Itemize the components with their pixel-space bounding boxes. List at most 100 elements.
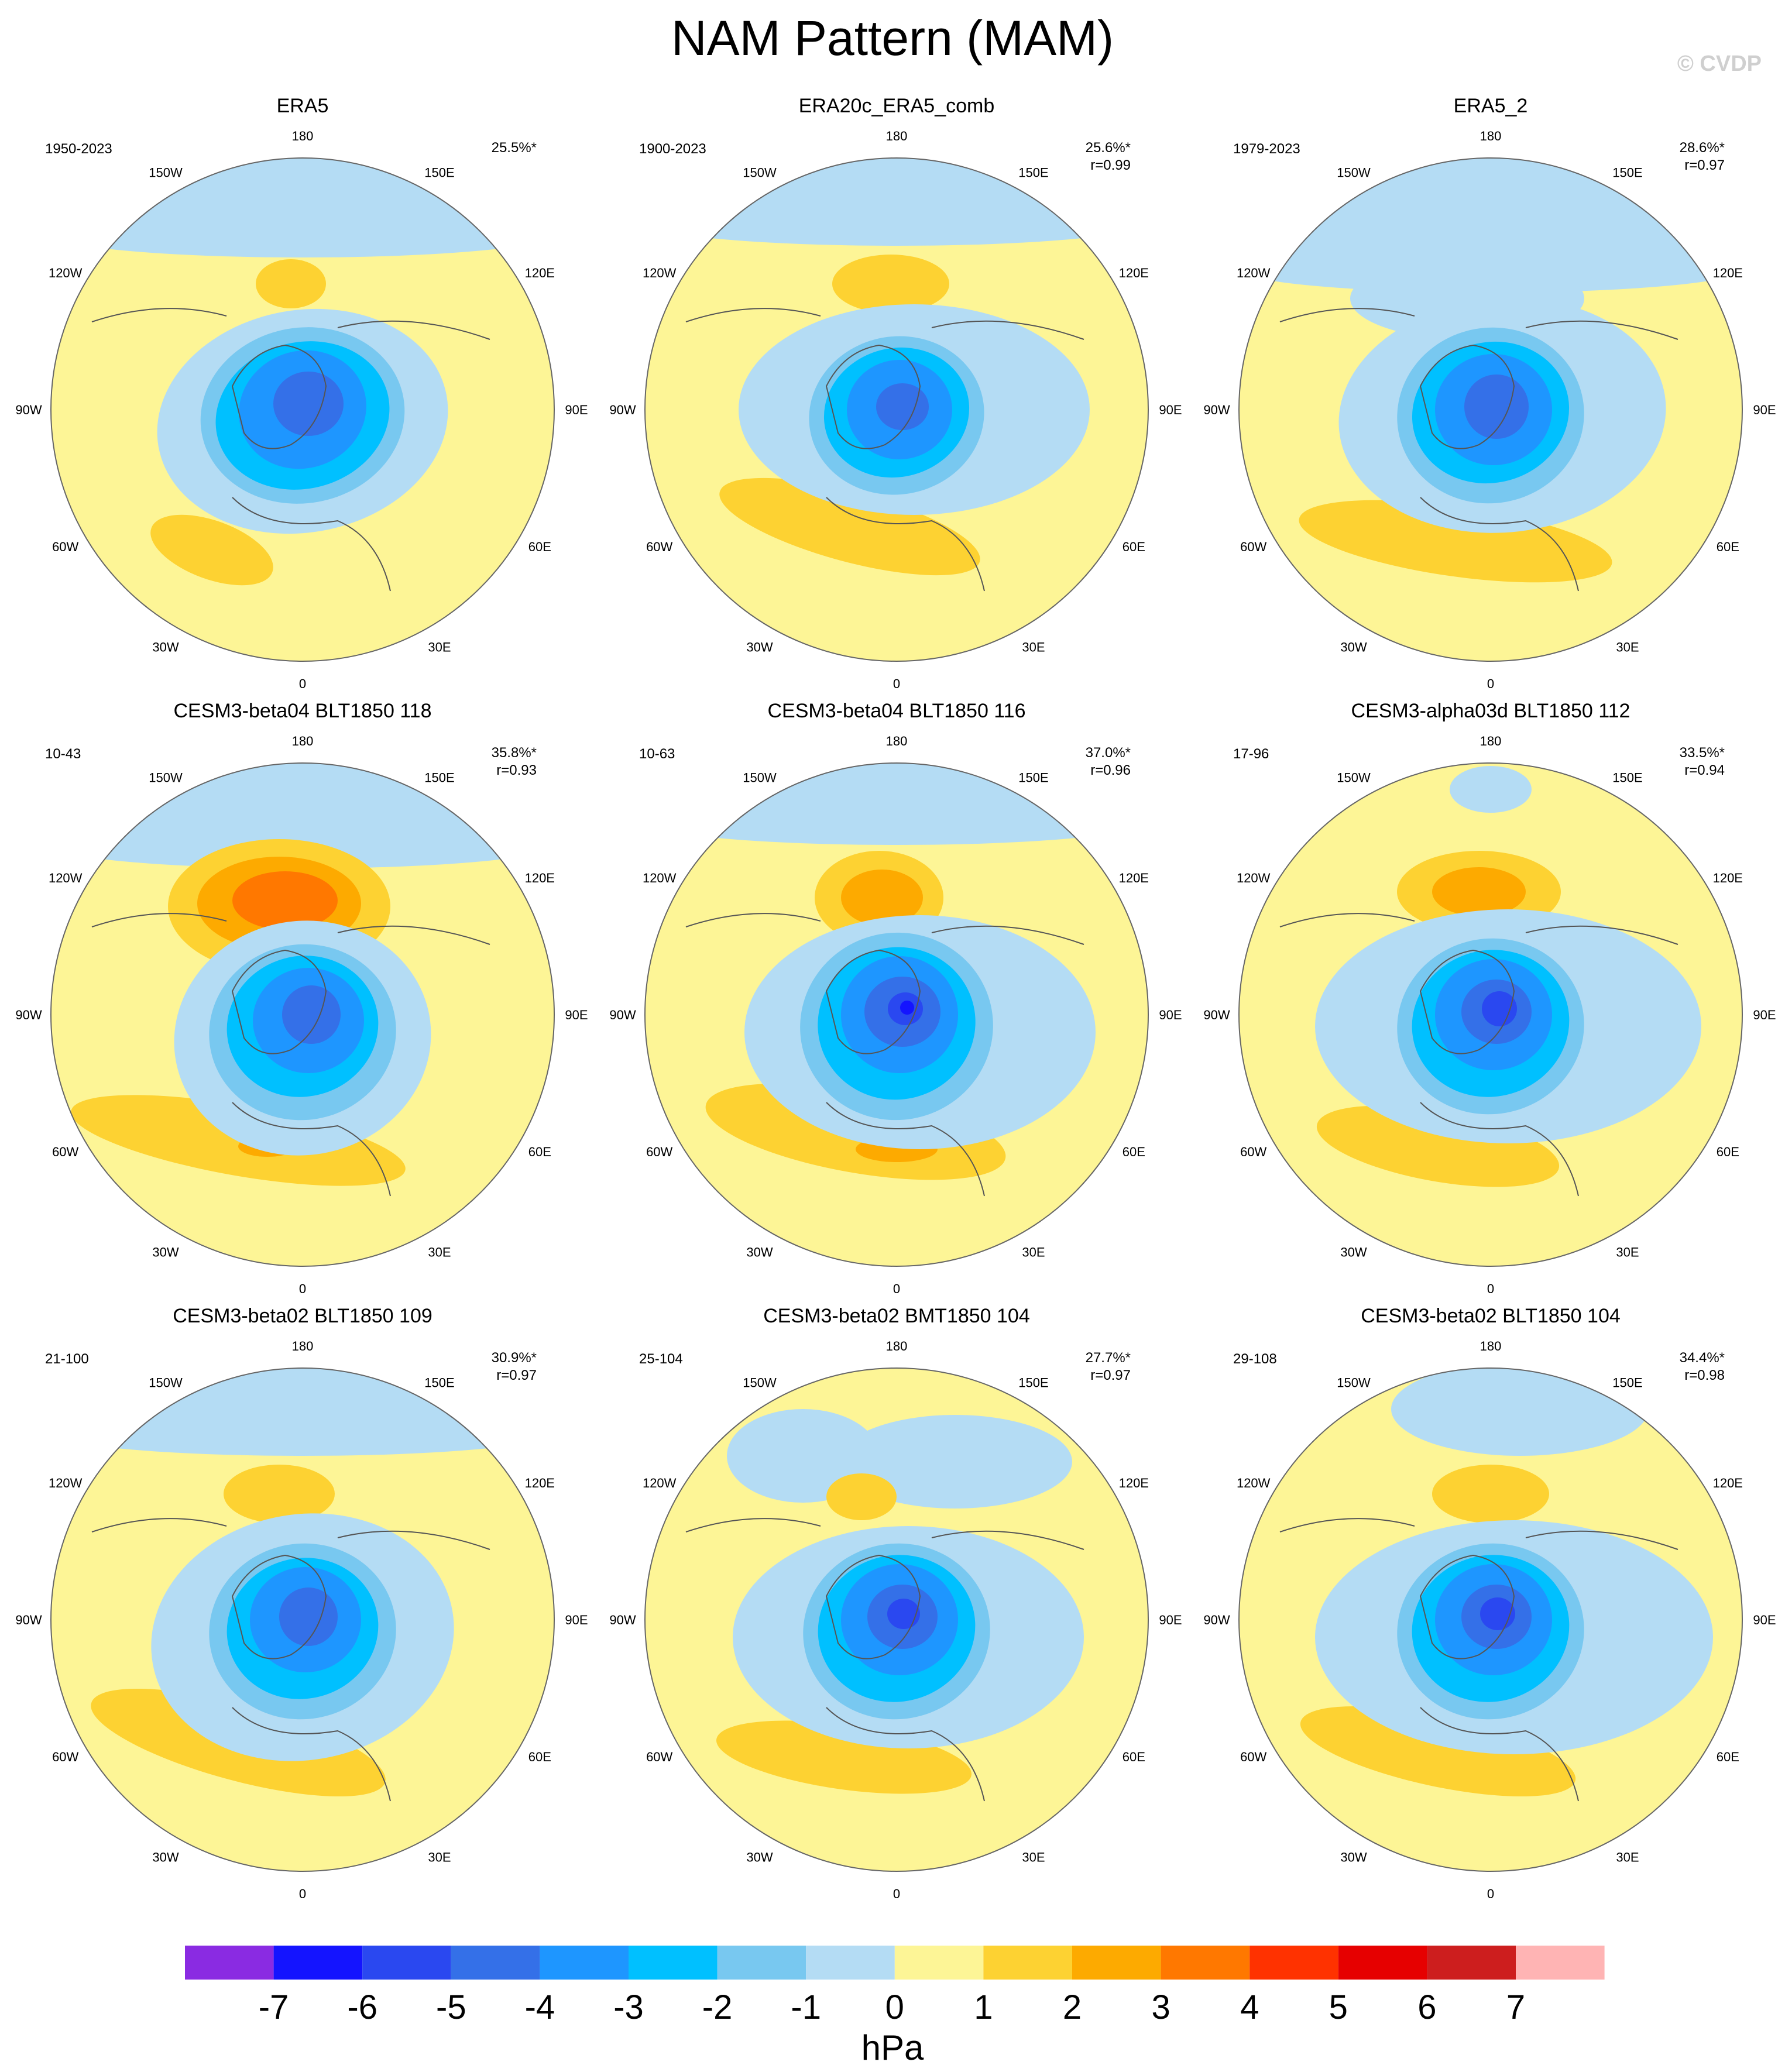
colorbar-box: [1338, 1946, 1427, 1980]
panel-correlation: r=0.97: [496, 1367, 537, 1383]
contour-region: [51, 211, 554, 257]
contour-region: [1391, 1368, 1649, 1456]
colorbar-box: [362, 1946, 451, 1980]
panel-pct-explained: 35.8%*: [492, 745, 537, 761]
contour-region: [1480, 1597, 1515, 1630]
lon-label: 60W: [1240, 1145, 1266, 1159]
contour-region: [1482, 991, 1517, 1026]
coastline: [1419, 949, 1515, 1054]
lon-label: 60W: [646, 1750, 672, 1764]
colorbar-tick-label: 3: [1151, 1988, 1170, 2026]
map-border: [50, 762, 555, 1267]
lon-label: 60E: [1123, 540, 1145, 554]
watermark: © CVDP: [1677, 51, 1762, 76]
coastline: [1279, 1518, 1678, 1802]
colorbar-box: [629, 1946, 718, 1980]
panel-correlation: r=0.99: [1090, 157, 1131, 173]
lon-label: 120W: [1237, 871, 1271, 885]
lon-label: 60E: [528, 540, 551, 554]
map-panel: 180 150E 120E 90E 60E 30E 0 30W 60W 90W 120W 150W ER…: [15, 95, 588, 691]
coastline: [91, 913, 490, 1197]
coastline: [1419, 1554, 1515, 1659]
panel-title: CESM3-beta02 BLT1850 104: [1361, 1305, 1621, 1327]
contour-region: [279, 1587, 338, 1646]
lon-label: 0: [1487, 676, 1494, 691]
contour-region: [51, 1409, 554, 1456]
lon-label: 30W: [746, 640, 773, 654]
maps-grid: 180 150E 120E 90E 60E 30E 0 30W 60W 90W 120W 150W ER…: [15, 95, 1776, 1901]
lon-label: 90E: [565, 1613, 588, 1627]
panel-period: 25-104: [639, 1351, 683, 1367]
panel-title: CESM3-beta02 BLT1850 109: [173, 1305, 432, 1327]
lon-label: 150E: [1018, 166, 1048, 180]
lon-label: 150E: [1612, 1376, 1642, 1390]
lon-label: 120W: [643, 266, 677, 280]
colorbar-box: [717, 1946, 806, 1980]
lon-label: 90E: [1159, 1613, 1182, 1627]
lon-label: 0: [299, 1281, 306, 1296]
colorbar-box: [540, 1946, 629, 1980]
lon-label: 30E: [428, 640, 451, 654]
lon-label: 120W: [1237, 1476, 1271, 1490]
panel-period: 10-63: [639, 746, 675, 762]
contour-region: [1432, 867, 1526, 916]
lon-label: 120E: [1119, 266, 1149, 280]
lon-label: 150E: [1612, 771, 1642, 785]
lon-label: 30E: [1022, 1245, 1045, 1259]
lon-label: 150E: [424, 1376, 454, 1390]
panel-pct-explained: 33.5%*: [1680, 745, 1725, 761]
colorbar-tick-label: 0: [885, 1988, 904, 2026]
map-border: [1238, 157, 1743, 662]
units-label: hPa: [861, 2028, 924, 2067]
lon-label: 0: [893, 676, 900, 691]
contour-region: [887, 1599, 920, 1629]
lon-label: 90W: [15, 1613, 42, 1627]
contour-region: [256, 259, 326, 308]
colorbar-box: [806, 1946, 895, 1980]
colorbar-box: [894, 1946, 984, 1980]
lon-label: 60E: [1717, 1750, 1739, 1764]
panel-title: ERA5: [277, 95, 329, 117]
lon-label: 180: [1480, 734, 1502, 748]
lon-label: 150E: [424, 771, 454, 785]
coastline: [231, 949, 327, 1054]
lon-label: 0: [299, 676, 306, 691]
lon-label: 60E: [1717, 540, 1739, 554]
panel-title: ERA20c_ERA5_comb: [799, 95, 995, 117]
lon-label: 90W: [15, 1008, 42, 1022]
lon-label: 120W: [49, 871, 83, 885]
coastline: [1419, 344, 1515, 449]
lon-label: 90E: [1753, 403, 1776, 417]
lon-label: 150E: [1018, 1376, 1048, 1390]
lon-label: 150W: [149, 771, 183, 785]
contour-field: [645, 763, 1148, 1266]
panel-correlation: r=0.98: [1684, 1367, 1725, 1383]
contour-field: [51, 1368, 554, 1871]
panel-period: 21-100: [45, 1351, 89, 1367]
panel-pct-explained: 34.4%*: [1680, 1350, 1725, 1366]
panel-period: 17-96: [1233, 746, 1269, 762]
lon-label: 90W: [609, 403, 636, 417]
lon-label: 90W: [1203, 1008, 1230, 1022]
colorbar-box: [1072, 1946, 1161, 1980]
panel-correlation: r=0.97: [1090, 1367, 1131, 1383]
coastline: [231, 1554, 327, 1659]
lon-label: 30W: [746, 1245, 773, 1259]
main-title: NAM Pattern (MAM): [671, 11, 1114, 66]
lon-label: 120W: [643, 871, 677, 885]
panel-title: CESM3-beta04 BLT1850 116: [767, 700, 1025, 722]
lon-label: 60W: [52, 1145, 78, 1159]
lon-label: 60E: [1717, 1145, 1739, 1159]
lon-label: 60W: [1240, 540, 1266, 554]
lon-label: 180: [292, 734, 314, 748]
contour-region: [1464, 374, 1529, 439]
lon-label: 60W: [1240, 1750, 1266, 1764]
contour-field: [1239, 1368, 1742, 1871]
lon-label: 60E: [528, 1750, 551, 1764]
lon-label: 150W: [1337, 166, 1371, 180]
contour-region: [224, 1465, 335, 1523]
lon-label: 0: [893, 1281, 900, 1296]
contour-field: [1239, 763, 1742, 1266]
lon-label: 150W: [1337, 771, 1371, 785]
lon-label: 30W: [152, 1245, 179, 1259]
